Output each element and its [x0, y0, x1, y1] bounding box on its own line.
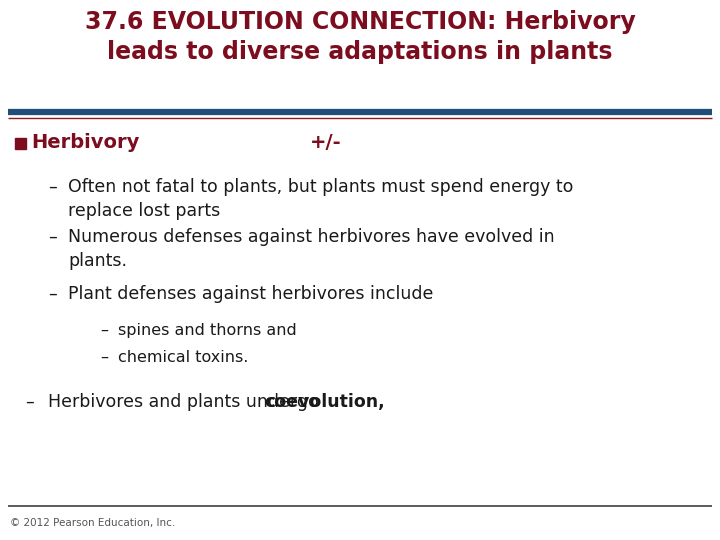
Text: 37.6 EVOLUTION CONNECTION: Herbivory
leads to diverse adaptations in plants: 37.6 EVOLUTION CONNECTION: Herbivory lea… [85, 10, 635, 64]
Text: spines and thorns and: spines and thorns and [118, 323, 297, 338]
Text: © 2012 Pearson Education, Inc.: © 2012 Pearson Education, Inc. [10, 518, 175, 528]
Text: +/-: +/- [310, 133, 341, 152]
FancyBboxPatch shape [15, 138, 26, 148]
Text: coevolution,: coevolution, [264, 393, 384, 411]
Text: Numerous defenses against herbivores have evolved in
plants.: Numerous defenses against herbivores hav… [68, 228, 554, 271]
Text: –: – [48, 178, 57, 196]
Text: Often not fatal to plants, but plants must spend energy to
replace lost parts: Often not fatal to plants, but plants mu… [68, 178, 573, 220]
Text: –: – [48, 228, 57, 246]
Text: Herbivory: Herbivory [31, 133, 140, 152]
Text: –: – [100, 323, 108, 338]
Text: Plant defenses against herbivores include: Plant defenses against herbivores includ… [68, 285, 433, 303]
Text: –: – [100, 350, 108, 365]
Text: –: – [48, 285, 57, 303]
Text: chemical toxins.: chemical toxins. [118, 350, 248, 365]
Text: Herbivores and plants undergo: Herbivores and plants undergo [48, 393, 324, 411]
Text: –: – [25, 393, 34, 411]
